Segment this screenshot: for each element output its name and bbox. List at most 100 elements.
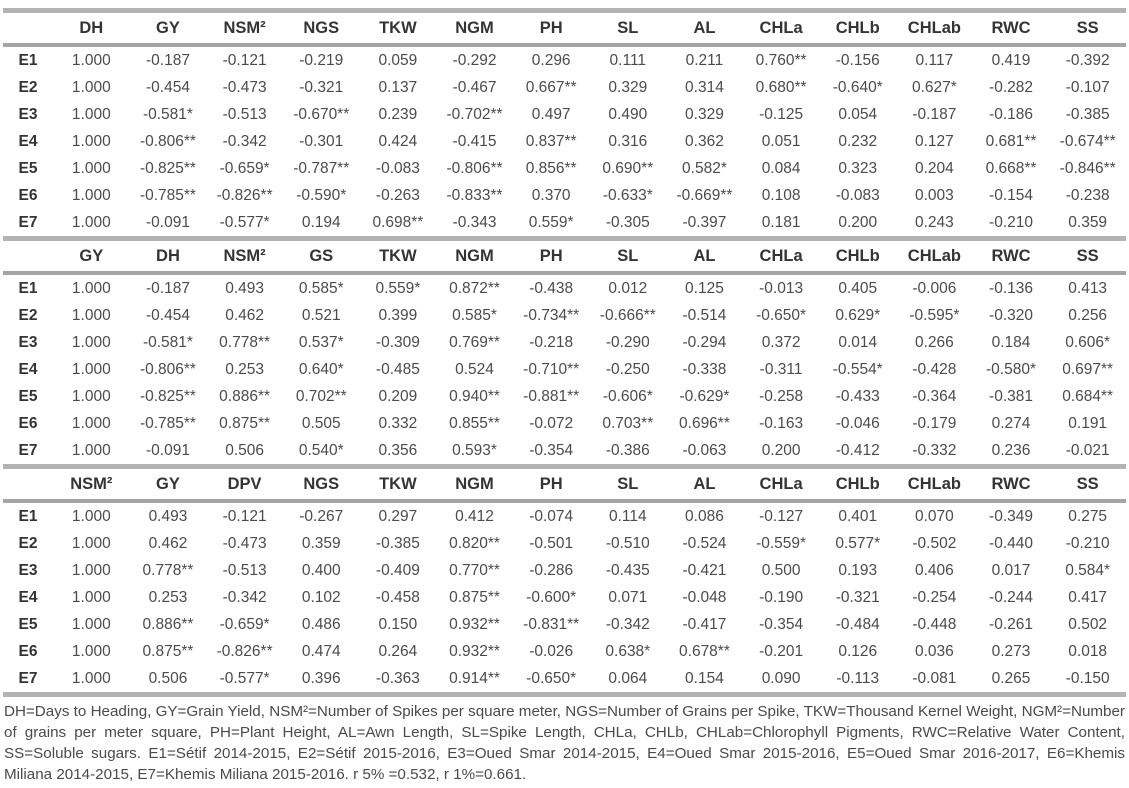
value-cell: -0.881** (523, 387, 580, 405)
value-cell: -0.392 (1065, 51, 1110, 69)
value-cell: -0.581* (142, 333, 193, 351)
value-cell: -0.218 (529, 333, 574, 351)
value-cell: 0.493 (148, 507, 188, 525)
value-cell: 0.070 (914, 507, 954, 525)
value-cell: 0.316 (608, 132, 648, 150)
column-header: NSM² (53, 466, 130, 503)
header-row: GY DH NSM² GS TKW NGM PH SL AL CHLa CHLb CHLab RWC SS (3, 238, 1126, 275)
value-cell: -0.454 (145, 306, 190, 324)
value-cell: -0.349 (989, 507, 1033, 525)
value-cell: -0.501 (529, 534, 574, 552)
value-cell: -0.254 (912, 588, 957, 606)
value-cell: 0.209 (378, 387, 418, 405)
value-cell: 0.462 (225, 306, 264, 324)
table-row: E3 1.000 -0.581* -0.513 -0.670** 0.239 -0.702*… (3, 101, 1126, 128)
table-row: E2 1.000 -0.454 0.462 0.521 0.399 0.585* -0.734… (3, 302, 1126, 329)
value-cell: 1.000 (71, 441, 111, 459)
value-cell: 0.265 (991, 669, 1031, 687)
value-cell: -0.606* (602, 387, 653, 405)
value-cell: 0.359 (301, 534, 341, 552)
column-header: AL (666, 238, 743, 275)
value-cell: -0.006 (912, 279, 957, 297)
value-cell: -0.305 (605, 213, 650, 231)
value-cell: -0.072 (529, 414, 574, 432)
value-cell: -0.258 (759, 387, 804, 405)
table-row: E2 1.000 0.462 -0.473 0.359 -0.385 0.820** -0.5… (3, 530, 1126, 557)
value-cell: -0.826** (216, 642, 273, 660)
value-cell: 0.127 (914, 132, 954, 150)
value-cell: -0.559* (756, 534, 807, 552)
value-cell: -0.438 (529, 279, 574, 297)
value-cell: 0.524 (455, 360, 494, 378)
value-cell: -0.154 (989, 186, 1033, 204)
table-row: E6 1.000 0.875** -0.826** 0.474 0.264 0.932** -… (3, 638, 1126, 665)
table-row: E5 1.000 -0.825** -0.659* -0.787** -0.083 -0.8… (3, 155, 1126, 182)
header-row: NSM² GY DPV NGS TKW NGM PH SL AL CHLa CHLb CHLab RWC… (3, 466, 1126, 503)
value-cell: -0.629* (679, 387, 730, 405)
value-cell: -0.354 (529, 441, 574, 459)
value-cell: 0.778** (142, 561, 194, 579)
column-header: DH (129, 238, 207, 275)
column-header: PH (512, 238, 590, 275)
value-cell: 0.638* (605, 642, 651, 660)
column-header: CHLb (819, 238, 897, 275)
value-cell: -0.806** (139, 132, 196, 150)
value-cell: 0.640* (298, 360, 344, 378)
value-cell: -0.187 (912, 105, 957, 123)
value-cell: 0.770** (449, 561, 500, 579)
column-header: NGM (436, 10, 513, 47)
value-cell: -0.083 (835, 186, 880, 204)
value-cell: 0.362 (685, 132, 724, 150)
value-cell: -0.595* (909, 306, 960, 324)
value-cell: -0.581* (142, 105, 193, 123)
column-header: CHLa (742, 10, 820, 47)
value-cell: 0.256 (1068, 306, 1108, 324)
value-cell: -0.083 (375, 159, 420, 177)
value-cell: -0.710** (523, 360, 580, 378)
value-cell: 0.401 (838, 507, 878, 525)
value-cell: 0.778** (219, 333, 271, 351)
value-cell: 0.406 (914, 561, 954, 579)
value-cell: -0.081 (912, 669, 957, 687)
column-header: CHLb (819, 10, 897, 47)
column-header: RWC (972, 238, 1050, 275)
value-cell: -0.440 (989, 534, 1033, 552)
value-cell: -0.640* (832, 78, 883, 96)
table-row: E4 1.000 -0.806** 0.253 0.640* -0.485 0.524 -0.… (3, 356, 1126, 383)
column-header: NGS (282, 10, 360, 47)
value-cell: -0.107 (1065, 78, 1110, 96)
value-cell: 0.126 (838, 642, 878, 660)
value-cell: -0.409 (375, 561, 420, 579)
value-cell: -0.577* (219, 213, 270, 231)
column-header: GS (282, 238, 360, 275)
value-cell: -0.127 (759, 507, 804, 525)
value-cell: -0.113 (836, 669, 880, 687)
value-cell: -0.590* (296, 186, 347, 204)
row-label: E3 (18, 333, 38, 351)
value-cell: -0.210 (989, 213, 1033, 231)
value-cell: 0.668** (985, 159, 1037, 177)
value-cell: -0.342 (605, 615, 650, 633)
value-cell: 0.540* (298, 441, 344, 459)
value-cell: -0.650* (756, 306, 807, 324)
value-cell: 0.017 (991, 561, 1031, 579)
value-cell: 0.184 (991, 333, 1031, 351)
value-cell: 1.000 (71, 213, 111, 231)
value-cell: 0.204 (914, 159, 954, 177)
value-cell: 0.681** (985, 132, 1037, 150)
value-cell: 0.137 (378, 78, 418, 96)
row-label: E3 (18, 561, 38, 579)
value-cell: 1.000 (71, 132, 111, 150)
value-cell: -0.320 (989, 306, 1033, 324)
column-header: AL (666, 466, 743, 503)
value-cell: 0.490 (608, 105, 648, 123)
value-cell: -0.831** (523, 615, 580, 633)
value-cell: 0.370 (531, 186, 571, 204)
value-cell: -0.074 (529, 507, 574, 525)
table-row: E4 1.000 0.253 -0.342 0.102 -0.458 0.875** -0.6… (3, 584, 1126, 611)
value-cell: 0.629* (835, 306, 881, 324)
value-cell: 0.537* (298, 333, 344, 351)
value-cell: 0.014 (838, 333, 878, 351)
value-cell: 0.356 (378, 441, 418, 459)
